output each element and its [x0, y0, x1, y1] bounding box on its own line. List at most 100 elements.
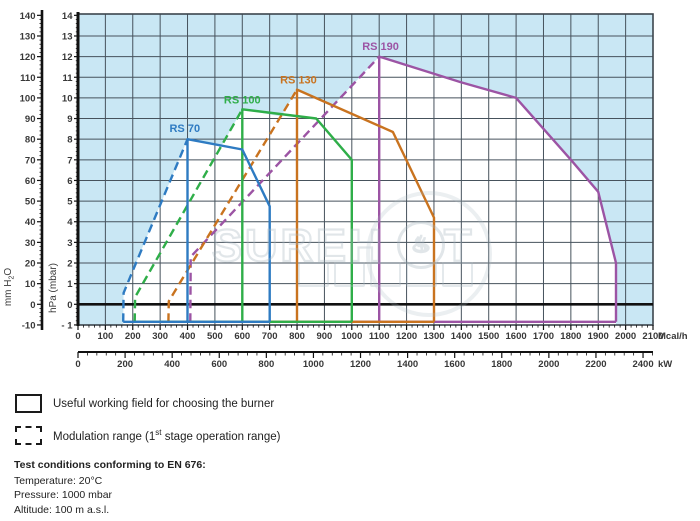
tick-label: 1300 — [423, 331, 444, 342]
tick-label: 1600 — [444, 359, 465, 370]
modulation-range-swatch — [15, 426, 42, 445]
test-conditions-pressure: Pressure: 1000 mbar — [14, 489, 113, 501]
tick-label: 600 — [234, 331, 250, 342]
tick-label: 1 — [67, 279, 73, 290]
legend-modulation-label: Modulation range (1st stage operation ra… — [53, 428, 281, 443]
rs-100-working-field-outline — [241, 108, 353, 322]
tick-label: 1400 — [397, 359, 418, 370]
tick-label: 800 — [258, 359, 274, 370]
legend-working-field-label: Useful working field for choosing the bu… — [53, 397, 275, 410]
tick-label: 12 — [62, 52, 73, 63]
tick-label: 1800 — [560, 331, 581, 342]
rs-190-modulation-dashed — [189, 55, 381, 322]
tick-label: 800 — [289, 331, 305, 342]
tick-label: 14 — [62, 11, 73, 22]
tick-label: 100 — [97, 331, 113, 342]
tick-label: 8 — [67, 135, 72, 146]
tick-label: 110 — [20, 73, 35, 84]
tick-label: 500 — [207, 331, 223, 342]
test-conditions: Test conditions conforming to EN 676: Te… — [14, 458, 700, 517]
tick-label: 200 — [117, 359, 133, 370]
tick-label: 50 — [25, 197, 36, 208]
tick-label: 0 — [30, 300, 35, 311]
tick-label: 20 — [25, 259, 36, 270]
tick-label: - 1 — [61, 320, 73, 331]
tick-label: 2400 — [632, 359, 653, 370]
tick-label: 2 — [67, 259, 72, 270]
series-label-rs-130: RS 130 — [280, 74, 317, 86]
tick-label: 2000 — [615, 331, 636, 342]
burner-performance-chart: RS 190 RS 130 RS 100 RS 70 0 100 200 300 400 500 6… — [3, 10, 688, 370]
tick-label: 1200 — [350, 359, 371, 370]
series-rs-100: RS 100 — [133, 95, 353, 323]
tick-label: 30 — [25, 238, 36, 249]
legend: Useful working field for choosing the bu… — [15, 394, 700, 445]
test-conditions-temperature: Temperature: 20°C — [14, 474, 103, 487]
tick-label: 120 — [20, 52, 36, 63]
tick-label: 0 — [75, 359, 80, 370]
tick-label: 1100 — [369, 331, 390, 342]
series-label-rs-70: RS 70 — [169, 123, 200, 135]
tick-label: 2000 — [538, 359, 559, 370]
tick-label: 1700 — [533, 331, 554, 342]
tick-label: 9 — [67, 114, 72, 125]
tick-label: 1200 — [396, 331, 417, 342]
tick-label: -10 — [22, 320, 36, 331]
tick-label: 300 — [152, 331, 168, 342]
tick-label: 90 — [25, 114, 36, 125]
tick-label: 2200 — [585, 359, 606, 370]
tick-label: 400 — [164, 359, 180, 370]
tick-label: 3 — [67, 238, 72, 249]
rs-100-modulation-dashed — [133, 108, 244, 322]
tick-label: 13 — [62, 31, 73, 42]
legend-item-working-field: Useful working field for choosing the bu… — [15, 394, 700, 413]
working-area — [123, 56, 616, 325]
tick-label: 400 — [180, 331, 196, 342]
tick-label: 0 — [67, 300, 72, 311]
test-conditions-altitude: Altitude: 100 m a.s.l. — [14, 503, 110, 516]
y-axis-label-hpa: hPa (mbar) — [48, 263, 59, 313]
tick-label: 2100 — [642, 331, 663, 342]
tick-label: 1900 — [588, 331, 609, 342]
tick-label: 7 — [67, 155, 72, 166]
tick-label: 700 — [262, 331, 278, 342]
tick-label: 80 — [25, 135, 36, 146]
tick-label: 200 — [125, 331, 141, 342]
rs-70-modulation-dashed — [122, 138, 189, 322]
tick-label: 10 — [62, 93, 73, 104]
tick-label: 1000 — [341, 331, 362, 342]
tick-label: 4 — [67, 217, 73, 228]
tick-label: 900 — [316, 331, 332, 342]
series-rs-70: RS 70 — [122, 123, 271, 323]
tick-label: 140 — [20, 11, 36, 22]
tick-label: 1400 — [451, 331, 472, 342]
series-label-rs-100: RS 100 — [224, 95, 261, 107]
y-axis-mmh2o: -10 0 10 20 30 40 50 60 70 80 90 100 110 120 130 140 mm … — [3, 10, 44, 331]
series-label-rs-190: RS 190 — [362, 41, 399, 53]
tick-label: 600 — [211, 359, 227, 370]
tick-label: 1600 — [506, 331, 527, 342]
x-axis-mcalh: 0 100 200 300 400 500 600 700 800 900 1000 1100 1200… — [75, 325, 688, 342]
x-axis-kw: 0 200 400 600 800 1000 1200 1400 1600 1800 2000 220… — [75, 351, 672, 370]
rs-130-modulation-dashed — [167, 88, 299, 322]
tick-label: 6 — [67, 176, 72, 187]
y-axis-label-mmh2o: mm H2O — [3, 268, 16, 307]
test-conditions-title: Test conditions conforming to EN 676: — [14, 459, 206, 471]
tick-label: 40 — [25, 217, 36, 228]
tick-label: 1500 — [478, 331, 499, 342]
tick-label: 60 — [25, 176, 36, 187]
x-axis-unit-mcalh: Mcal/h — [658, 331, 688, 342]
tick-label: 70 — [25, 155, 36, 166]
working-field-swatch — [15, 394, 42, 413]
tick-label: 0 — [75, 331, 80, 342]
legend-item-modulation: Modulation range (1st stage operation ra… — [15, 426, 700, 445]
tick-label: 11 — [62, 73, 73, 84]
tick-label: 1000 — [303, 359, 324, 370]
tick-label: 130 — [20, 31, 36, 42]
tick-label: 100 — [20, 93, 36, 104]
rs-130-working-field-outline — [295, 88, 436, 322]
tick-label: 10 — [25, 279, 36, 290]
tick-label: 5 — [67, 197, 73, 208]
